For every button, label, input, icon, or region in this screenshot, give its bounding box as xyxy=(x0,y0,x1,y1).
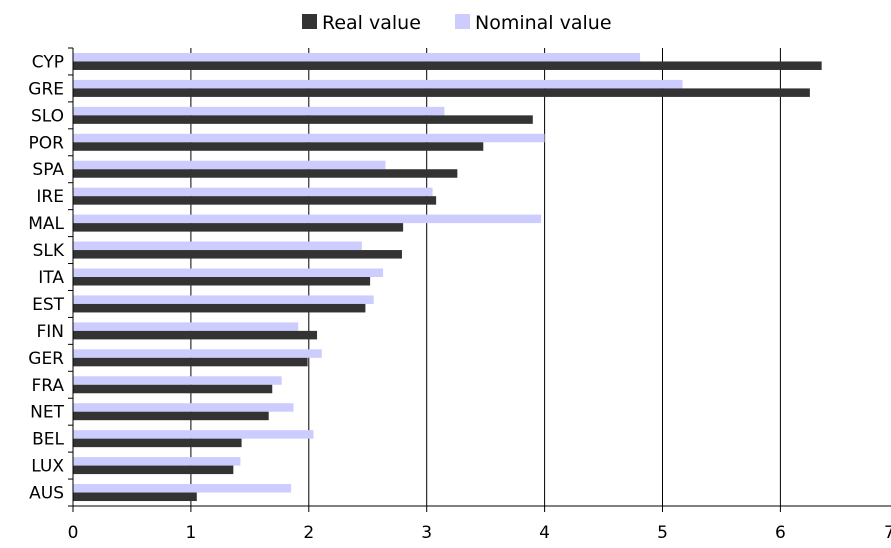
bar-real-cyp xyxy=(73,61,822,70)
bar-nominal-cyp xyxy=(73,52,641,62)
x-tick-label-1: 1 xyxy=(185,523,196,543)
x-tick-label-4: 4 xyxy=(539,523,550,543)
bar-real-est xyxy=(73,303,366,313)
x-tick-label-3: 3 xyxy=(421,523,432,543)
legend-label-nominal-value: Nominal value xyxy=(475,12,612,34)
x-tick-label-2: 2 xyxy=(303,523,314,543)
x-tick-labels: 0 1 2 3 4 5 6 7 xyxy=(68,523,891,543)
x-tick-label-0: 0 xyxy=(68,523,79,543)
bar-nominal-fra xyxy=(73,376,282,385)
x-tick-label-7: 7 xyxy=(884,523,891,543)
bar-real-gre xyxy=(73,88,810,97)
bar-nominal-ita xyxy=(73,268,384,277)
bar-nominal-est xyxy=(73,295,374,304)
bar-nominal-por xyxy=(73,133,545,143)
bar-nominal-spa xyxy=(73,160,386,170)
category-label-lux: LUX xyxy=(31,457,64,477)
category-label-slk: SLK xyxy=(33,241,65,261)
bar-nominal-ger xyxy=(73,349,322,358)
bar-nominal-bel xyxy=(73,430,314,439)
bar-real-ita xyxy=(73,277,371,286)
category-label-est: EST xyxy=(32,295,65,315)
gridlines xyxy=(190,48,781,506)
bar-nominal-lux xyxy=(73,457,241,466)
bar-nominal-gre xyxy=(73,79,683,89)
category-label-por: POR xyxy=(29,133,65,153)
bar-nominal-fin xyxy=(73,322,299,331)
bar-real-slk xyxy=(73,250,402,259)
legend-swatch-real-value xyxy=(302,14,317,29)
bar-real-lux xyxy=(73,465,234,475)
category-label-ger: GER xyxy=(28,349,64,369)
bar-nominal-net xyxy=(73,403,294,412)
bar-nominal-slo xyxy=(73,106,445,116)
category-label-bel: BEL xyxy=(32,430,64,450)
category-labels: CYP GRE SLO POR SPA IRE MAL SLK ITA EST FIN GER FRA N… xyxy=(28,52,65,503)
axes xyxy=(68,47,891,512)
bar-real-slo xyxy=(73,115,533,124)
x-tick-label-6: 6 xyxy=(775,523,786,543)
category-label-fra: FRA xyxy=(31,376,64,396)
category-label-ita: ITA xyxy=(38,268,64,288)
legend-label-real-value: Real value xyxy=(322,12,421,34)
bar-nominal-slk xyxy=(73,241,362,251)
bar-real-mal xyxy=(73,223,404,232)
bar-real-por xyxy=(73,142,484,151)
bar-real-net xyxy=(73,411,269,421)
bar-real-ger xyxy=(73,357,308,367)
legend-swatch-nominal-value xyxy=(455,14,470,29)
bars xyxy=(73,52,822,502)
bar-real-fin xyxy=(73,330,318,340)
x-tick-label-5: 5 xyxy=(657,523,668,543)
category-label-fin: FIN xyxy=(36,322,64,342)
bar-real-ire xyxy=(73,196,437,205)
bar-real-aus xyxy=(73,492,197,502)
category-label-ire: IRE xyxy=(36,187,64,207)
bar-nominal-aus xyxy=(73,484,292,493)
category-label-cyp: CYP xyxy=(32,52,64,72)
bar-real-fra xyxy=(73,384,273,394)
bar-nominal-mal xyxy=(73,214,542,224)
category-label-aus: AUS xyxy=(29,484,64,504)
chart-legend: Real value Nominal value xyxy=(302,12,612,34)
bar-real-bel xyxy=(73,438,242,448)
category-label-mal: MAL xyxy=(28,214,64,234)
bar-real-spa xyxy=(73,169,458,178)
bar-nominal-ire xyxy=(73,187,433,197)
category-label-gre: GRE xyxy=(28,79,64,99)
category-label-slo: SLO xyxy=(31,106,64,126)
category-label-net: NET xyxy=(30,403,64,423)
category-label-spa: SPA xyxy=(32,160,64,180)
